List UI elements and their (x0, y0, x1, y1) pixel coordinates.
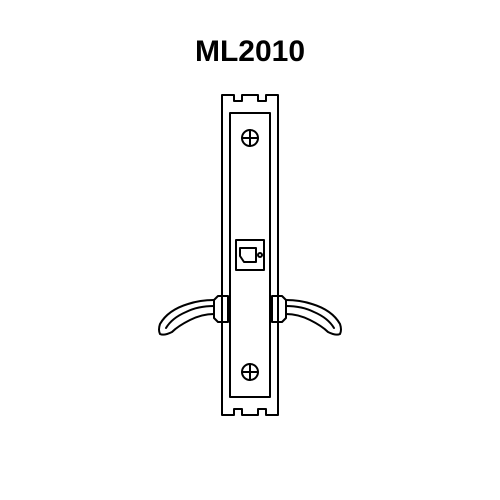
diagram-container: ML2010 (0, 0, 500, 500)
lever-right (272, 296, 341, 335)
screw-top (242, 130, 258, 146)
screw-bottom (242, 364, 258, 380)
lever-left (159, 296, 228, 335)
latch (236, 240, 264, 270)
lockset-drawing (0, 0, 500, 500)
